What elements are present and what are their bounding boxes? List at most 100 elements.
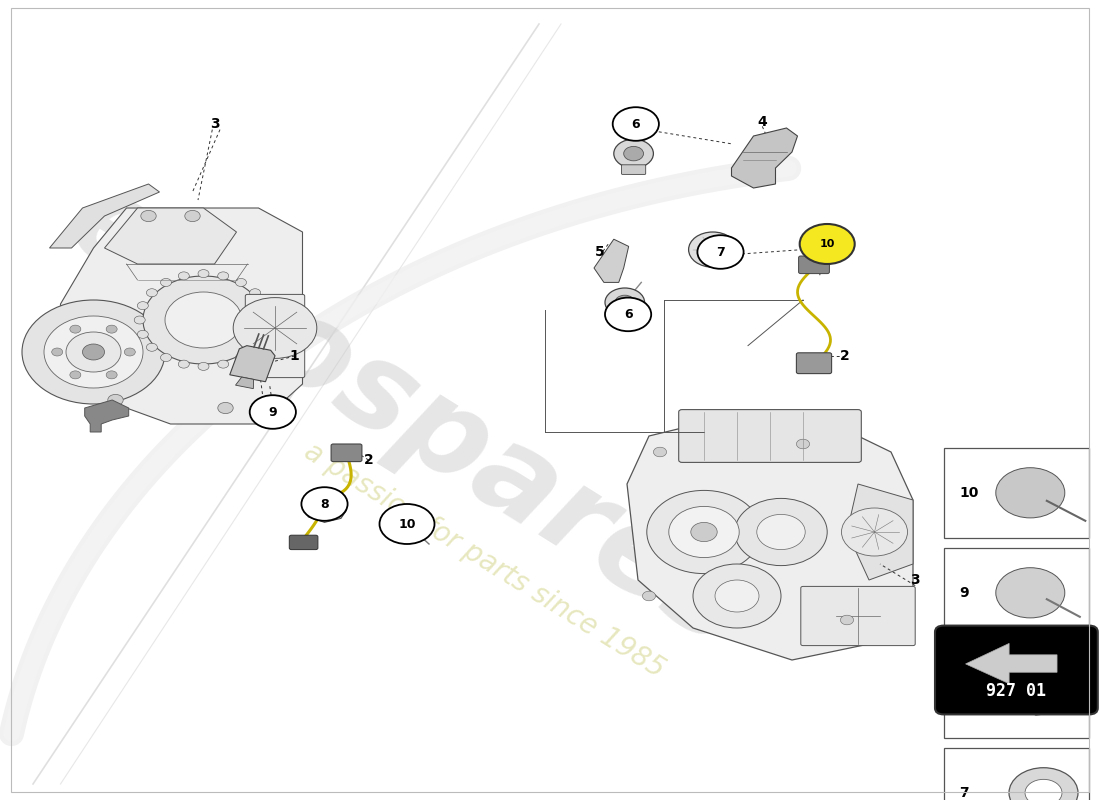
Circle shape [178,360,189,368]
Text: 5: 5 [595,245,604,259]
Text: 10: 10 [820,239,835,249]
Circle shape [235,278,246,286]
Circle shape [258,302,270,310]
Text: 6: 6 [624,308,632,321]
Polygon shape [966,643,1057,684]
Circle shape [138,302,148,310]
Circle shape [198,270,209,278]
Circle shape [379,504,434,544]
Circle shape [735,498,827,566]
Circle shape [82,344,104,360]
Circle shape [647,490,761,574]
FancyBboxPatch shape [796,353,832,374]
Circle shape [146,343,157,351]
Circle shape [642,591,656,601]
Text: 2: 2 [364,453,373,467]
FancyBboxPatch shape [801,586,915,646]
Polygon shape [594,239,629,282]
Circle shape [161,278,172,286]
Circle shape [796,439,810,449]
Circle shape [258,330,270,338]
Circle shape [52,348,63,356]
Polygon shape [732,128,798,188]
FancyBboxPatch shape [289,535,318,550]
FancyBboxPatch shape [799,256,829,274]
Text: 8: 8 [959,686,969,700]
Text: 9: 9 [959,586,969,600]
Circle shape [697,235,744,269]
Circle shape [613,107,659,141]
Circle shape [262,316,273,324]
Circle shape [757,514,805,550]
Text: 9: 9 [268,406,277,418]
Text: 1: 1 [290,349,299,363]
FancyBboxPatch shape [621,165,646,174]
Text: 3: 3 [911,573,920,587]
Circle shape [398,518,416,530]
Text: 10: 10 [959,486,979,500]
FancyBboxPatch shape [944,648,1089,738]
Circle shape [624,146,644,161]
Circle shape [141,210,156,222]
Text: 7: 7 [959,786,969,800]
Circle shape [108,394,123,406]
Circle shape [1009,768,1078,800]
Circle shape [605,298,651,331]
Polygon shape [230,346,275,382]
Circle shape [165,292,242,348]
Text: 4: 4 [758,114,767,129]
FancyBboxPatch shape [331,444,362,462]
Circle shape [614,139,653,168]
Circle shape [1025,779,1062,800]
Polygon shape [60,208,302,424]
Polygon shape [104,208,236,264]
Circle shape [143,276,264,364]
Text: 7: 7 [716,246,725,258]
Circle shape [185,210,200,222]
Circle shape [669,506,739,558]
Circle shape [800,224,855,264]
Circle shape [691,522,717,542]
Circle shape [653,447,667,457]
Circle shape [106,325,117,333]
Text: eurospares: eurospares [48,162,766,670]
FancyBboxPatch shape [944,448,1089,538]
Circle shape [218,272,229,280]
Circle shape [693,564,781,628]
Circle shape [70,325,81,333]
Circle shape [218,360,229,368]
Circle shape [996,568,1065,618]
Text: 10: 10 [398,518,416,530]
Circle shape [178,272,189,280]
Circle shape [22,300,165,404]
Circle shape [138,330,148,338]
Circle shape [161,354,172,362]
Text: 927 01: 927 01 [987,682,1046,700]
Circle shape [689,232,737,267]
Circle shape [250,343,261,351]
Circle shape [44,316,143,388]
Circle shape [218,402,233,414]
FancyBboxPatch shape [935,626,1098,714]
FancyBboxPatch shape [944,748,1089,800]
Polygon shape [85,400,129,432]
Circle shape [146,289,157,297]
Circle shape [698,239,727,260]
Circle shape [235,354,246,362]
Text: 3: 3 [210,117,219,131]
Circle shape [605,288,645,317]
Circle shape [840,615,854,625]
Circle shape [198,362,209,370]
Circle shape [233,298,317,358]
Circle shape [301,487,348,521]
Circle shape [842,508,908,556]
Polygon shape [235,377,254,389]
Circle shape [250,395,296,429]
Polygon shape [50,184,160,248]
Circle shape [134,316,145,324]
Text: 6: 6 [631,118,640,130]
Circle shape [996,468,1065,518]
Circle shape [69,371,80,379]
Polygon shape [847,484,913,580]
FancyBboxPatch shape [613,314,637,323]
